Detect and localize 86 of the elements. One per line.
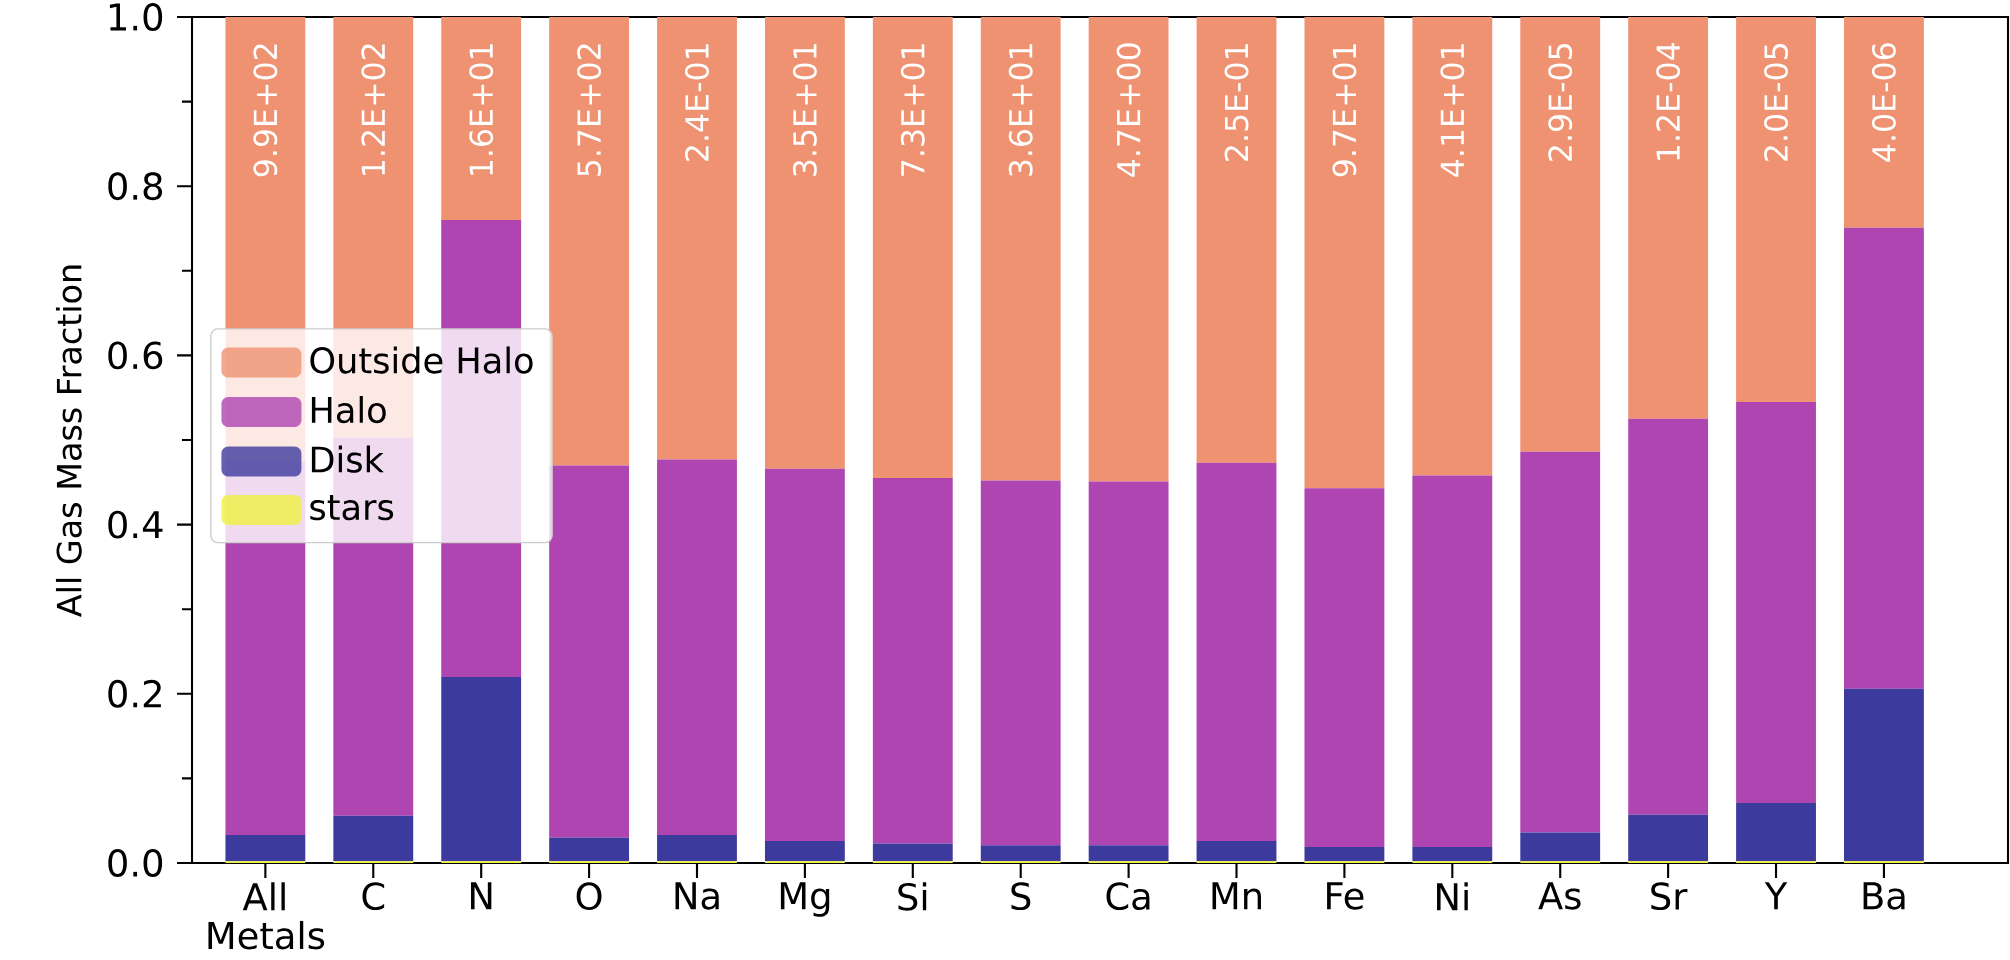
x-tick-label: Mg [780,882,830,917]
bar [872,17,953,479]
bar [1520,832,1601,862]
x-tick-label: Sr [1651,882,1688,911]
x-tick-label: Fe [1327,882,1364,910]
bar [1628,418,1709,815]
bar [980,17,1061,481]
bar [764,468,845,842]
bar [1412,17,1493,476]
bar [657,17,737,460]
bar [980,480,1061,846]
annotation: 3.6E+01 [1008,44,1033,176]
bar [872,843,953,862]
bar [549,17,630,466]
y-tick-label: 0.8 [108,172,163,201]
bar [333,815,414,862]
annotation: 1.6E+01 [469,44,494,175]
bar [1196,462,1277,842]
x-tick-label: As [1538,882,1581,910]
x-tick-label: Si [898,882,927,911]
annotation: 2.5E-01 [1224,44,1249,161]
y-axis-title: All Gas Mass Fraction [55,265,82,617]
bar [980,845,1061,862]
annotation: 1.2E+02 [361,44,386,175]
legend-label: Disk [311,445,384,473]
bar [1736,17,1816,402]
annotation: 7.3E+01 [900,44,925,176]
annotation: 2.4E-01 [685,44,709,161]
bar [1088,17,1169,482]
x-tick-label: N [471,882,492,910]
bar [1196,17,1277,463]
x-tick-label: Mn [1212,882,1261,910]
bar [872,478,953,844]
x-tick-label: C [362,882,385,911]
bar [1844,17,1924,228]
bar [441,676,522,862]
x-tick-label: All Metals [208,882,325,950]
y-tick-label: 0.0 [108,849,163,877]
bar [1304,488,1385,847]
x-tick-label: Ni [1437,882,1468,911]
annotation: 2.0E-05 [1764,43,1788,161]
annotation: 4.1E+01 [1440,44,1465,177]
annotation: 9.9E+02 [253,44,278,177]
bar [1628,17,1709,419]
x-tick-label: Ba [1863,882,1905,910]
bar [1844,688,1924,862]
x-tick-label: Y [1764,882,1788,910]
bar [549,465,630,838]
bar [1628,814,1709,862]
y-tick-label: 1.0 [109,3,163,31]
bar [1088,845,1169,862]
legend-label: stars [310,495,394,521]
bar [1196,841,1277,862]
x-tick-label: Ca [1106,882,1150,911]
bar [657,459,737,836]
bar [225,835,306,862]
y-tick-label: 0.4 [108,510,163,539]
bar [1736,802,1816,862]
bar [1304,17,1385,489]
annotation: 9.7E+01 [1332,44,1357,177]
x-tick-label: Na [675,882,719,910]
x-tick-label: S [1011,882,1031,911]
bar [1520,451,1601,833]
bar [549,837,630,862]
annotation: 2.9E-05 [1548,43,1573,161]
annotation: 4.7E+00 [1116,43,1141,177]
legend-label: Halo [311,396,386,424]
annotation: 5.7E+02 [577,44,602,176]
annotation: 4.0E-06 [1871,43,1896,162]
y-tick-label: 0.6 [108,341,163,370]
bar [657,835,737,862]
bar [1412,846,1493,862]
legend-label: Outside Halo [310,346,533,374]
bar [1736,401,1816,803]
bar [1520,17,1601,452]
x-tick-label: O [576,882,602,911]
bar [1412,475,1493,847]
y-tick-label: 0.2 [108,679,161,708]
annotation: 3.5E+01 [792,44,817,176]
bar [764,17,845,469]
bar [441,17,522,221]
bar [1088,481,1169,846]
bar [1844,227,1924,689]
bar [764,841,845,862]
annotation: 1.2E-04 [1656,43,1681,160]
bar [1304,846,1385,862]
